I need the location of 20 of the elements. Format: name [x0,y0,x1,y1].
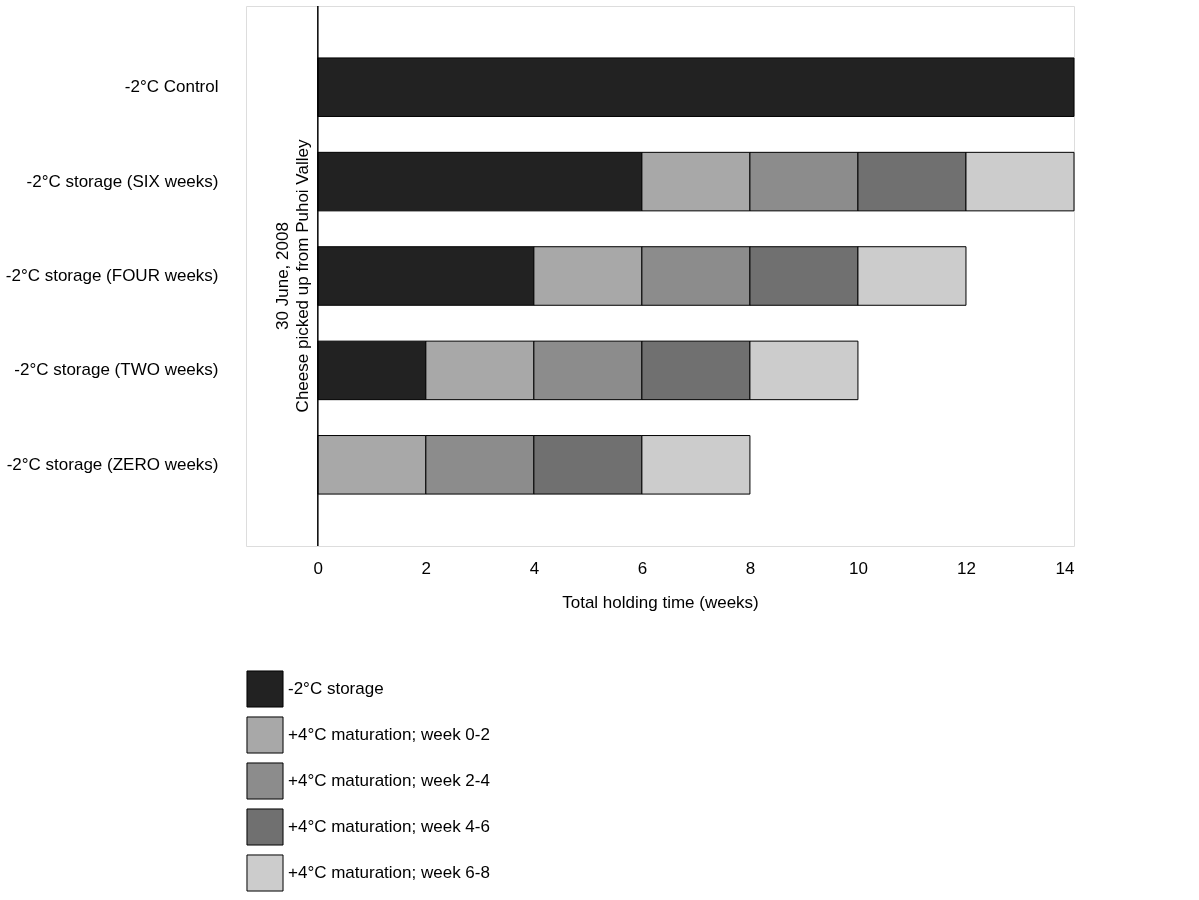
x-tick-label: 10 [848,558,868,578]
y-tick-label: -2°C Control [124,77,219,97]
legend-label: +4°C maturation; week 0-2 [288,725,490,744]
x-tick-label: 12 [957,558,976,578]
y-tick-label: -2°C storage (SIX weeks) [26,171,219,191]
x-tick-label: 2 [421,558,432,578]
x-tick-label: 8 [745,558,756,578]
x-tick-label: 6 [637,558,648,578]
legend-label: +4°C maturation; week 4-6 [288,817,490,836]
x-tick-label: 4 [529,558,540,578]
legend-label: +4°C maturation; week 2-4 [288,771,490,790]
y-tick-label: -2°C storage (FOUR weeks) [5,266,219,285]
ref-line-label: 30 June, 2008 Cheese picked up from Puhoi Valley [272,139,312,413]
legend-label: -2°C storage [288,679,384,698]
x-tick-label: 0 [313,558,324,578]
y-tick-label: -2°C storage (ZERO weeks) [6,454,219,474]
y-tick-label: -2°C storage (TWO weeks) [14,360,219,380]
legend-label: +4°C maturation; week 6-8 [288,863,490,882]
x-axis-title: Total holding time (weeks) [562,592,759,612]
x-tick-label: 14 [1055,558,1075,578]
